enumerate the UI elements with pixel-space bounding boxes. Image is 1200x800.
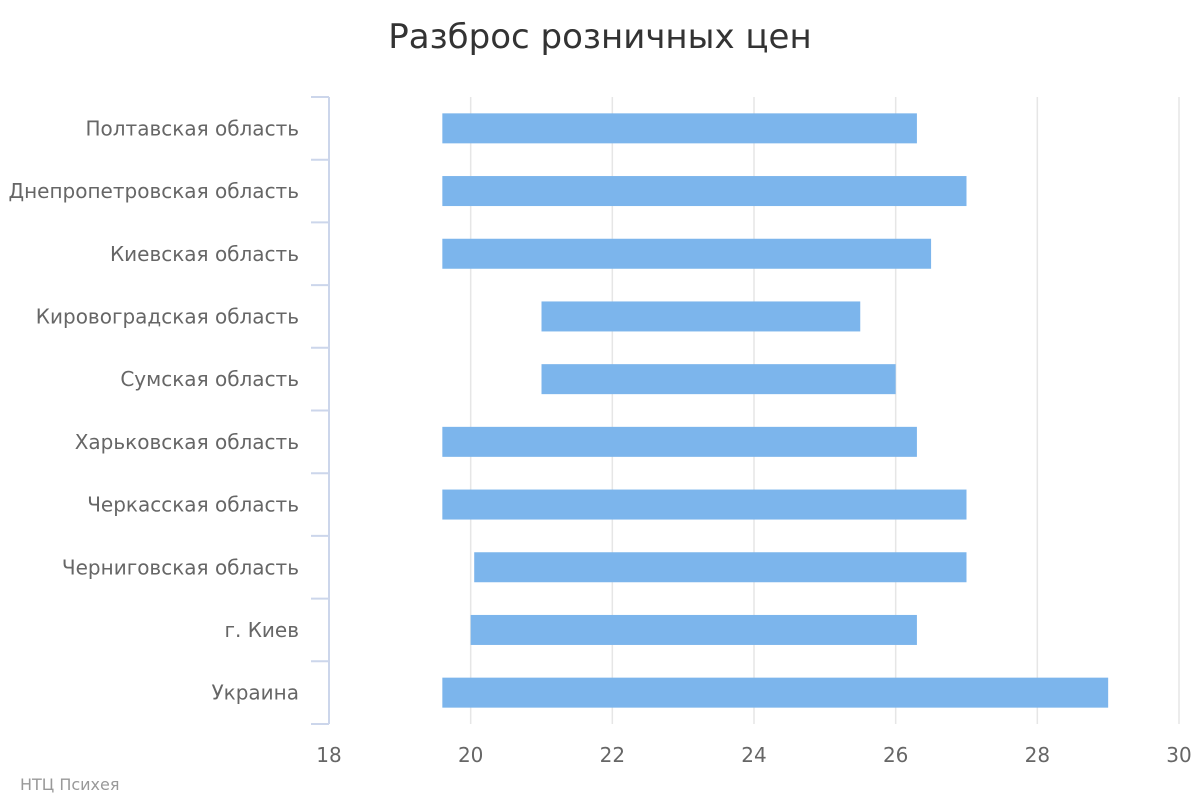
range-bar bbox=[442, 113, 917, 144]
category-label: Черкасская область bbox=[87, 493, 299, 517]
x-tick-label: 28 bbox=[1025, 743, 1050, 767]
x-tick-label: 24 bbox=[741, 743, 766, 767]
category-label: Киевская область bbox=[110, 242, 299, 266]
x-tick-label: 20 bbox=[458, 743, 483, 767]
range-bar bbox=[442, 238, 932, 269]
category-labels: Полтавская область Днепропетровская облас… bbox=[8, 116, 299, 704]
range-bar bbox=[470, 614, 917, 645]
category-label: Черниговская область bbox=[62, 555, 299, 579]
category-label: Кировоградская область bbox=[36, 304, 299, 328]
x-tick-label: 22 bbox=[600, 743, 625, 767]
x-axis-tick-labels: 18 20 22 24 26 28 30 bbox=[316, 743, 1191, 767]
range-bar bbox=[442, 677, 1109, 708]
x-tick-label: 26 bbox=[883, 743, 908, 767]
category-label: Харьковская область bbox=[75, 430, 299, 454]
range-bar bbox=[442, 426, 917, 457]
credit-label: НТЦ Психея bbox=[20, 775, 119, 794]
category-label: г. Киев bbox=[224, 618, 299, 642]
range-bar bbox=[474, 552, 967, 583]
bars bbox=[442, 113, 1109, 708]
x-tick-label: 30 bbox=[1166, 743, 1191, 767]
category-label: Днепропетровская область bbox=[8, 179, 299, 203]
category-label: Сумская область bbox=[120, 367, 299, 391]
range-bar bbox=[541, 301, 861, 332]
category-axis bbox=[311, 96, 330, 725]
x-tick-label: 18 bbox=[316, 743, 341, 767]
chart-title: Разброс розничных цен bbox=[388, 17, 811, 57]
category-label: Полтавская область bbox=[85, 116, 299, 140]
category-label: Украина bbox=[211, 681, 299, 705]
range-bar bbox=[442, 176, 967, 207]
range-bar bbox=[541, 364, 896, 395]
range-bar bbox=[442, 489, 967, 520]
